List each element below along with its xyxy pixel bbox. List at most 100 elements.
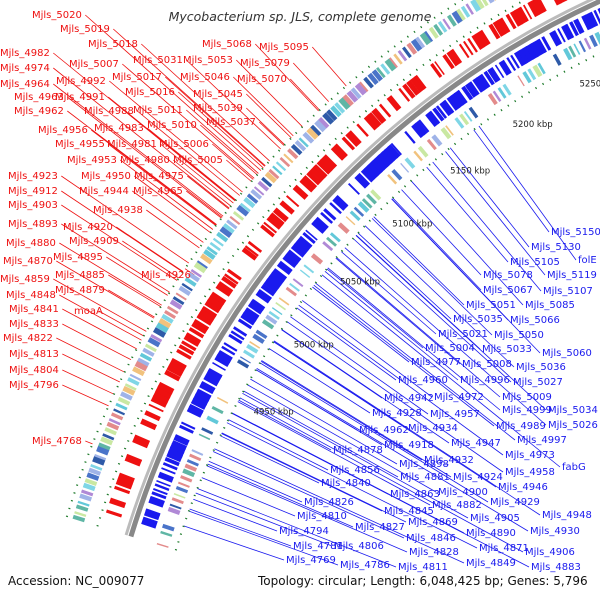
gene-label: Mjls_5046: [180, 72, 230, 83]
feature-band-segment: [193, 261, 207, 274]
gene-label: Mjls_4828: [409, 547, 459, 558]
forward-gene: [356, 123, 369, 138]
forward-gene: [565, 0, 568, 2]
gene-label: Mjls_4786: [340, 560, 390, 571]
forward-gene: [471, 33, 485, 50]
forward-gene: [221, 275, 237, 289]
inner-feature-segment: [563, 47, 573, 61]
reverse-gene: [461, 85, 474, 101]
feature-band-segment: [470, 0, 482, 13]
forward-gene: [188, 327, 205, 339]
leader-line: [259, 362, 489, 503]
gene-label: Mjls_4841: [9, 304, 59, 315]
gene-label: Mjls_4804: [9, 365, 59, 376]
reverse-gene: [593, 9, 600, 25]
reverse-gene: [414, 120, 428, 136]
gene-label: Mjls_4962: [14, 106, 64, 117]
gene-label: Mjls_4806: [334, 541, 384, 552]
feature-band-segment: [75, 504, 89, 512]
reverse-gene: [370, 158, 385, 174]
gene-label: Mjls_4898: [399, 459, 449, 470]
gene-label: Mjls_5053: [183, 55, 233, 66]
feature-band-segment: [393, 53, 403, 65]
leader-line: [226, 422, 478, 549]
reverse-gene: [192, 393, 210, 406]
forward-gene: [306, 170, 322, 186]
feature-band-segment: [172, 296, 185, 306]
inner-feature-segment: [413, 150, 423, 162]
reverse-gene: [237, 318, 253, 330]
gene-label: Mjls_5011: [133, 105, 183, 116]
leader-line: [432, 161, 542, 292]
feature-band-segment: [371, 69, 383, 82]
reverse-gene: [517, 48, 531, 65]
gene-label: Mjls_4964: [0, 79, 50, 90]
feature-band-segment: [494, 0, 497, 1]
leader-line: [281, 328, 450, 444]
feature-band-segment: [77, 500, 90, 507]
leader-line: [106, 256, 168, 296]
reverse-gene: [373, 154, 390, 171]
feature-band-segment: [287, 148, 299, 160]
inner-feature-segment: [175, 485, 189, 494]
forward-gene: [522, 4, 533, 20]
inner-feature-segment: [184, 463, 198, 472]
leader-line: [109, 80, 243, 193]
gene-label: Mjls_5019: [60, 24, 110, 35]
gene-label: Mjls_4999: [502, 405, 552, 416]
feature-band-segment: [144, 343, 157, 353]
feature-band-segment: [410, 38, 423, 52]
gene-label: Mjls_4960: [398, 375, 448, 386]
feature-band-segment: [488, 0, 495, 4]
gene-label: Mjls_4958: [505, 467, 555, 478]
gene-label: Mjls_5045: [193, 89, 243, 100]
leader-line: [247, 384, 437, 493]
feature-band-segment: [359, 81, 369, 93]
inner-feature-segment: [167, 506, 181, 515]
gene-label: Mjls_4992: [56, 76, 106, 87]
leader-line: [273, 341, 497, 488]
gene-label: Mjls_5006: [159, 139, 209, 150]
inner-feature-segment: [532, 64, 543, 78]
gene-label: Mjls_5034: [548, 405, 598, 416]
inner-feature-segment: [502, 83, 512, 96]
gene-label: fabG: [562, 462, 586, 473]
inner-feature-segment: [537, 62, 546, 75]
forward-gene: [204, 299, 222, 314]
inner-feature-segment: [578, 40, 587, 53]
gene-label: Mjls_4869: [408, 517, 458, 528]
gene-label: Mjls_5007: [69, 59, 119, 70]
gene-label: Mjls_4950: [81, 171, 131, 182]
leader-line: [261, 360, 452, 478]
inner-feature-segment: [445, 125, 454, 136]
forward-gene: [279, 200, 295, 215]
reverse-gene: [332, 195, 349, 211]
reverse-gene: [171, 440, 188, 450]
reverse-gene: [157, 471, 174, 483]
leader-line: [246, 107, 285, 145]
feature-band-segment: [350, 87, 362, 100]
feature-band-segment: [437, 20, 448, 33]
forward-gene: [475, 29, 491, 48]
reverse-gene: [268, 271, 285, 286]
label-leader-lines: [53, 14, 577, 568]
leader-line: [243, 390, 399, 478]
forward-gene: [226, 268, 242, 281]
inner-feature-segment: [177, 481, 190, 488]
feature-band-segment: [261, 176, 273, 188]
feature-band-segment: [80, 489, 94, 497]
feature-band-segment: [397, 50, 408, 62]
leader-line: [239, 397, 524, 553]
reverse-gene: [223, 342, 238, 352]
leader-line: [259, 121, 285, 146]
reverse-gene: [151, 491, 167, 500]
feature-band-segment: [243, 196, 256, 209]
forward-gene: [176, 348, 192, 360]
forward-gene: [371, 107, 387, 124]
inner-feature-segment: [206, 415, 219, 425]
gene-label: Mjls_5017: [112, 72, 162, 83]
feature-band-segment: [169, 299, 183, 310]
feature-band-segment: [150, 334, 163, 343]
leader-line: [207, 463, 354, 528]
feature-band-segment: [129, 373, 142, 381]
